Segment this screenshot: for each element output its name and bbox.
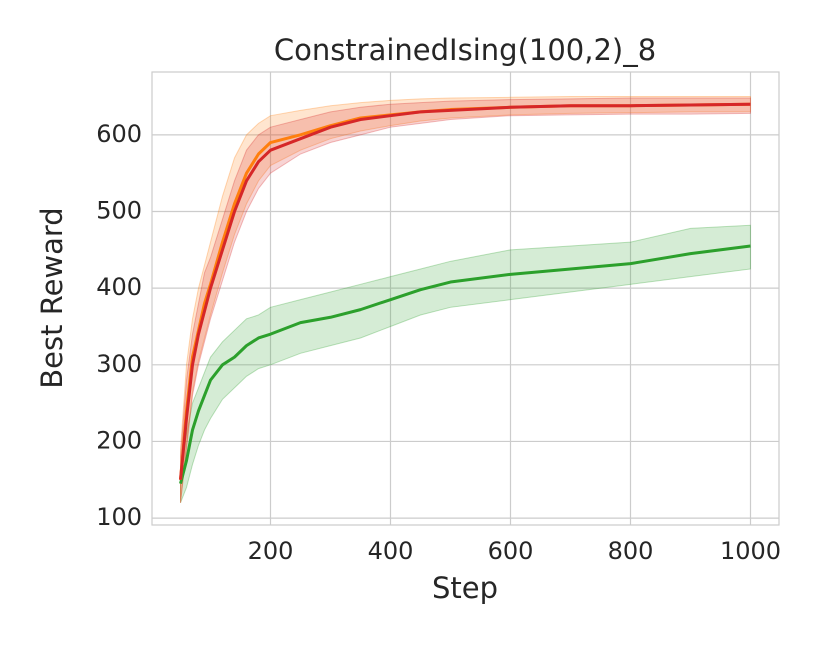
line: [179, 102, 751, 480]
y-tick-label: 100: [96, 503, 142, 531]
band: [180, 224, 751, 503]
plot-frame: [151, 71, 780, 526]
chart-title: ConstrainedIsing(100,2)_8: [274, 33, 656, 67]
plot-area: [152, 72, 779, 525]
x-tick-label: 200: [248, 537, 294, 565]
y-tick-label: 200: [96, 426, 142, 454]
y-tick-label: 300: [96, 350, 142, 378]
marks: [179, 96, 751, 503]
x-tick-label: 800: [608, 537, 654, 565]
y-tick-label: 400: [96, 273, 142, 301]
x-tick-label: 400: [368, 537, 414, 565]
x-tick-label: 600: [488, 537, 534, 565]
grid: [152, 72, 779, 525]
band: [180, 97, 751, 503]
y-axis-label: Best Reward: [35, 207, 69, 388]
band: [180, 96, 751, 503]
y-tick-label: 500: [96, 197, 142, 225]
y-tick-label: 600: [96, 120, 142, 148]
x-axis-label: Step: [432, 571, 498, 605]
line: [179, 244, 751, 484]
x-tick-label: 1000: [720, 537, 781, 565]
